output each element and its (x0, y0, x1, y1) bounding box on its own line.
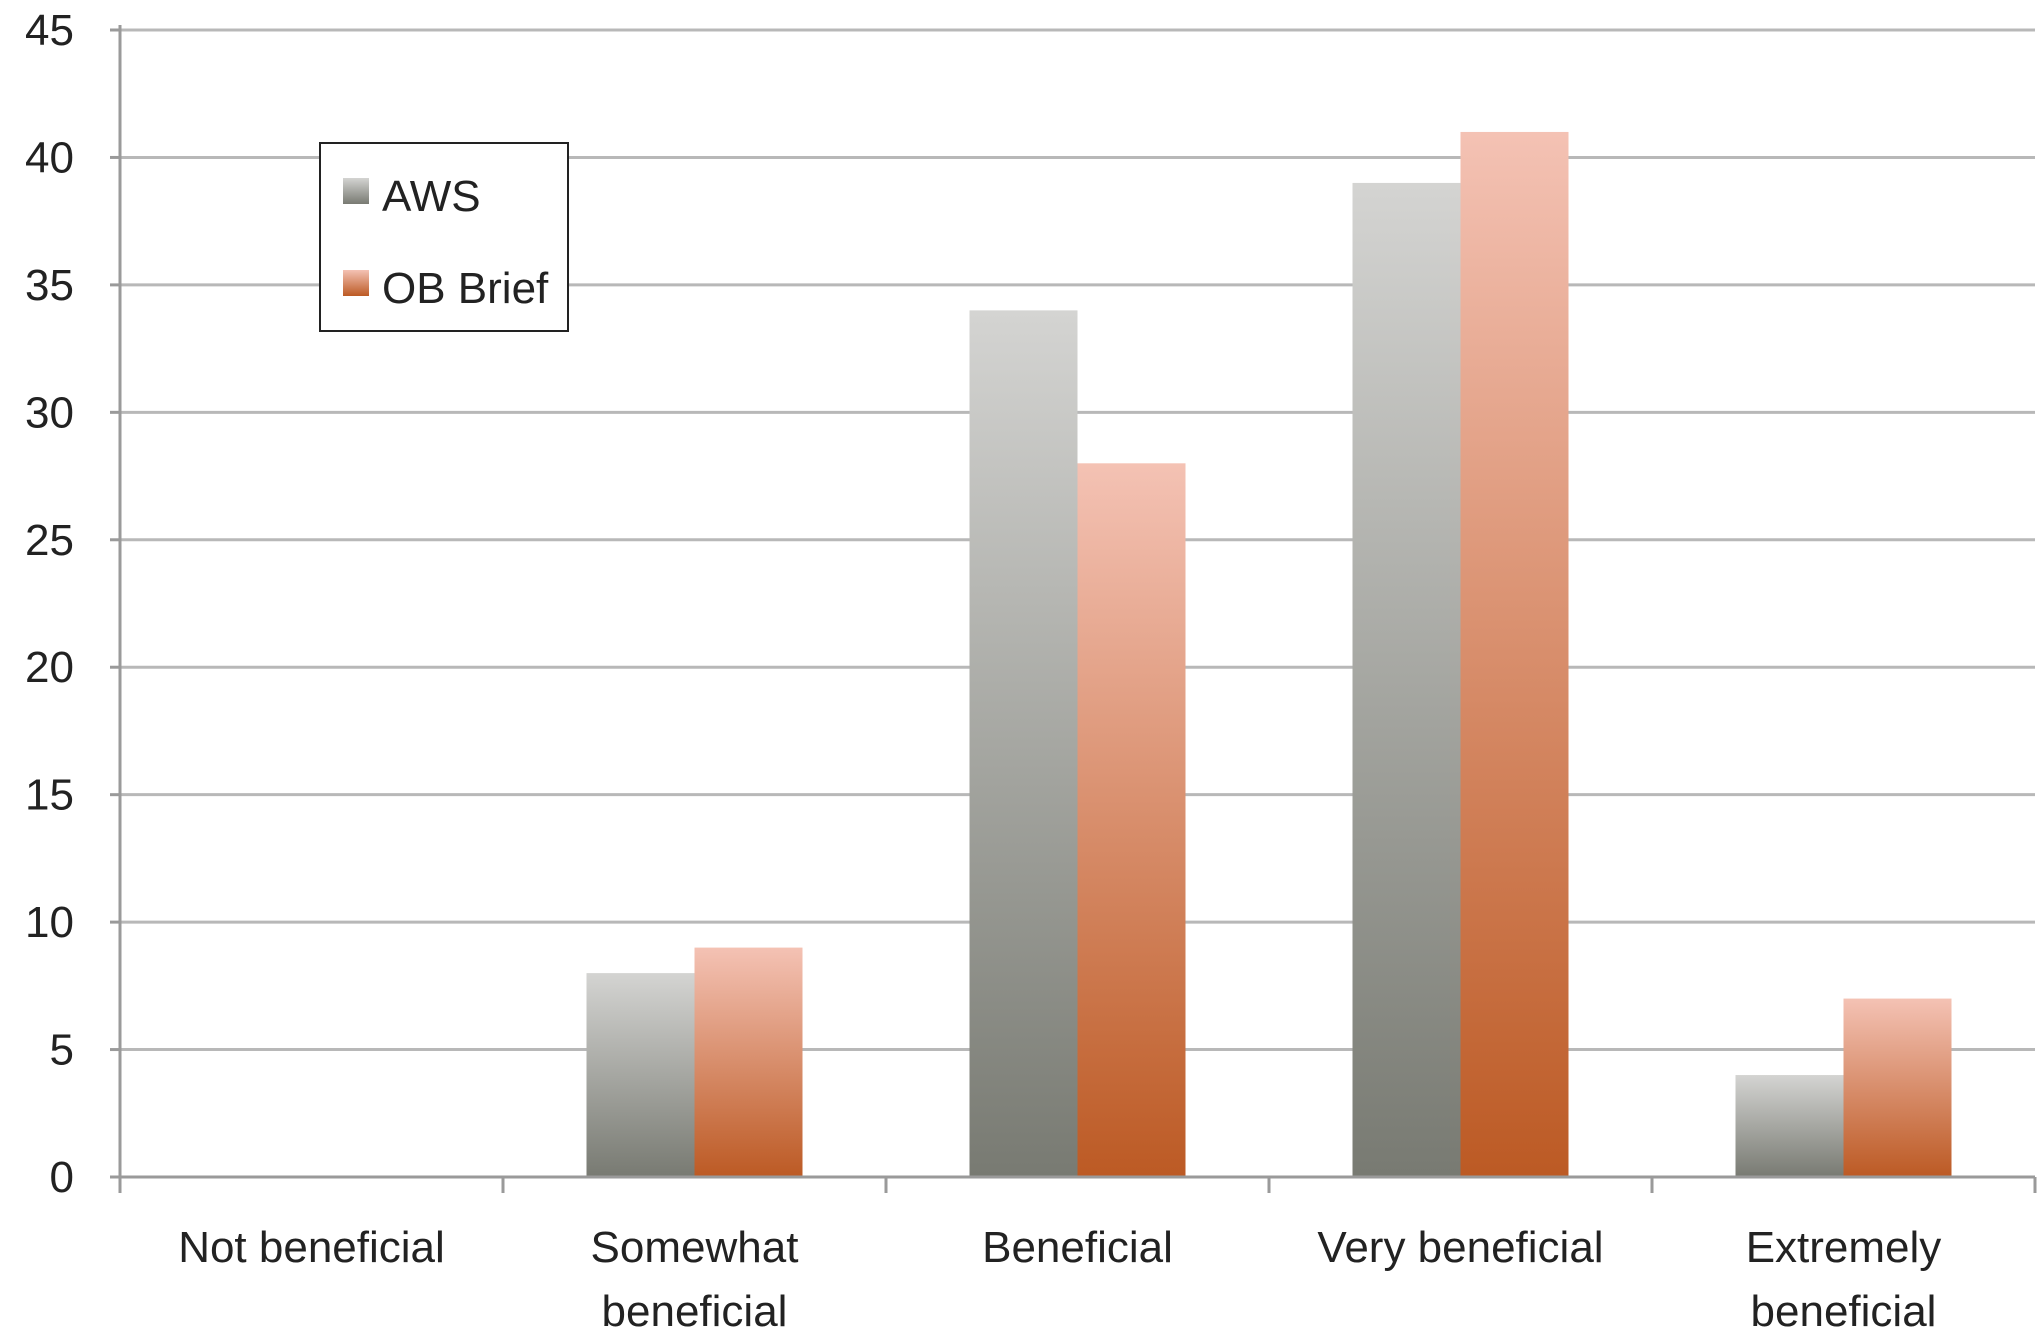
x-category-label: Very beneficial (1317, 1223, 1603, 1272)
legend-swatch-aws (343, 178, 369, 204)
y-tick-label: 15 (25, 771, 74, 820)
bar-ob-brief (1460, 131, 1569, 1177)
bar-aws (1352, 182, 1461, 1177)
y-tick-label: 45 (25, 6, 74, 55)
bars (586, 131, 1952, 1177)
legend-box (319, 142, 569, 332)
y-tick-label: 20 (25, 643, 74, 692)
bar-aws (586, 973, 695, 1177)
bar-aws (1735, 1075, 1844, 1177)
bar-ob-brief (694, 947, 803, 1177)
bar-aws (969, 310, 1078, 1177)
legend: AWS OB Brief (319, 142, 569, 332)
legend-label-ob-brief: OB Brief (382, 264, 549, 313)
axis-labels: 0 5 10 15 20 25 30 35 40 45 Not beneficial Somewhat… (25, 6, 1941, 1336)
x-category-label: Not beneficial (178, 1223, 445, 1272)
legend-label-aws: AWS (382, 172, 481, 221)
x-category-label: Somewhat beneficial (591, 1223, 799, 1336)
axes (110, 25, 2037, 1193)
y-tick-label: 10 (25, 898, 74, 947)
y-tick-label: 0 (50, 1153, 74, 1202)
legend-swatch-ob-brief (343, 270, 369, 296)
y-tick-label: 40 (25, 133, 74, 182)
x-category-label: Extremely beneficial (1746, 1223, 1942, 1336)
bar-ob-brief (1077, 463, 1186, 1177)
y-tick-label: 5 (50, 1026, 74, 1075)
y-tick-label: 25 (25, 516, 74, 565)
y-tick-label: 30 (25, 388, 74, 437)
x-category-label: Beneficial (982, 1223, 1173, 1272)
bar-ob-brief (1843, 998, 1952, 1177)
y-tick-label: 35 (25, 261, 74, 310)
